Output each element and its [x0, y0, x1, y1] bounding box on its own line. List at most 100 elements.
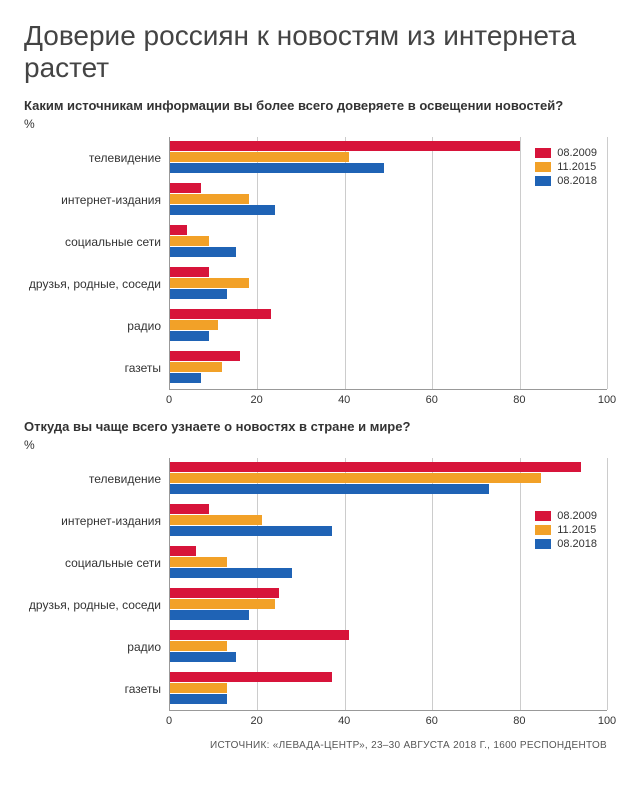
- category-label: социальные сети: [65, 556, 161, 570]
- chart2-legend: 08.2009 11.2015 08.2018: [529, 506, 603, 556]
- bar-s2009: [170, 309, 271, 319]
- bar-s2018: [170, 373, 201, 383]
- bar-group: [170, 668, 607, 710]
- bar-s2015: [170, 473, 541, 483]
- bar-group: [170, 305, 607, 347]
- x-tick: 40: [338, 715, 350, 727]
- category-label: телевидение: [89, 472, 161, 486]
- bar-group: [170, 263, 607, 305]
- bar-s2018: [170, 484, 489, 494]
- x-tick: 100: [598, 715, 616, 727]
- x-tick: 80: [513, 394, 525, 406]
- legend-swatch: [535, 148, 551, 158]
- bar-s2018: [170, 694, 227, 704]
- gridline: [607, 458, 608, 710]
- category-label: радио: [127, 319, 161, 333]
- bar-group: [170, 458, 607, 500]
- chart1-legend: 08.2009 11.2015 08.2018: [529, 143, 603, 193]
- chart2-bars-col: 02040608010008.200911.201508.2018: [169, 458, 607, 730]
- x-tick: 0: [166, 394, 172, 406]
- legend-label: 08.2018: [557, 538, 597, 550]
- chart2-plot: [169, 458, 607, 710]
- legend-item: 08.2009: [535, 510, 597, 522]
- legend-label: 11.2015: [557, 524, 596, 536]
- chart2-labels-col: телевидение интернет-издания социальные се…: [24, 458, 169, 730]
- bar-s2009: [170, 462, 581, 472]
- category-label-group: друзья, родные, соседи: [24, 263, 169, 305]
- chart1-block: Каким источникам информации вы более все…: [24, 98, 607, 409]
- bar-s2009: [170, 351, 240, 361]
- category-label: друзья, родные, соседи: [29, 598, 161, 612]
- category-label: газеты: [125, 682, 161, 696]
- chart1-question: Каким источникам информации вы более все…: [24, 98, 607, 113]
- page-title: Доверие россиян к новостям из интернета …: [24, 20, 607, 84]
- legend-label: 11.2015: [557, 161, 596, 173]
- legend-swatch: [535, 525, 551, 535]
- category-label-group: газеты: [24, 347, 169, 389]
- bar-s2018: [170, 247, 236, 257]
- bar-group: [170, 584, 607, 626]
- chart2-x-axis: 020406080100: [169, 710, 607, 730]
- chart1-x-axis: 020406080100: [169, 389, 607, 409]
- bar-s2009: [170, 267, 209, 277]
- category-label-group: друзья, родные, соседи: [24, 584, 169, 626]
- bar-s2018: [170, 205, 275, 215]
- bar-group: [170, 347, 607, 389]
- category-label: радио: [127, 640, 161, 654]
- category-label: телевидение: [89, 151, 161, 165]
- chart1-labels-col: телевидение интернет-издания социальные се…: [24, 137, 169, 409]
- chart2-area: телевидение интернет-издания социальные се…: [24, 458, 607, 730]
- bar-s2018: [170, 331, 209, 341]
- x-tick: 80: [513, 715, 525, 727]
- source-line: ИСТОЧНИК: «ЛЕВАДА-ЦЕНТР», 23–30 АВГУСТА …: [24, 740, 607, 751]
- legend-item: 08.2018: [535, 538, 597, 550]
- category-label-group: телевидение: [24, 137, 169, 179]
- bar-s2018: [170, 163, 384, 173]
- category-label-group: радио: [24, 305, 169, 347]
- bar-s2009: [170, 504, 209, 514]
- bar-s2009: [170, 588, 279, 598]
- legend-swatch: [535, 511, 551, 521]
- category-label: интернет-издания: [61, 514, 161, 528]
- bar-s2018: [170, 289, 227, 299]
- x-tick: 0: [166, 715, 172, 727]
- legend-swatch: [535, 176, 551, 186]
- bar-s2009: [170, 183, 201, 193]
- bar-s2009: [170, 672, 332, 682]
- bar-s2015: [170, 152, 349, 162]
- x-tick: 40: [338, 394, 350, 406]
- legend-item: 08.2018: [535, 175, 597, 187]
- bar-s2015: [170, 599, 275, 609]
- category-label-group: телевидение: [24, 458, 169, 500]
- legend-swatch: [535, 162, 551, 172]
- x-tick: 100: [598, 394, 616, 406]
- chart2-block: Откуда вы чаще всего узнаете о новостях …: [24, 419, 607, 730]
- bar-s2015: [170, 515, 262, 525]
- chart1-unit: %: [24, 117, 607, 131]
- bar-s2009: [170, 225, 187, 235]
- category-label-group: интернет-издания: [24, 500, 169, 542]
- bar-s2015: [170, 641, 227, 651]
- x-tick: 20: [250, 715, 262, 727]
- bar-group: [170, 221, 607, 263]
- legend-item: 11.2015: [535, 161, 597, 173]
- bar-s2015: [170, 683, 227, 693]
- bar-s2009: [170, 141, 520, 151]
- bar-s2015: [170, 362, 222, 372]
- chart2-unit: %: [24, 438, 607, 452]
- bar-s2015: [170, 194, 249, 204]
- category-label: друзья, родные, соседи: [29, 277, 161, 291]
- legend-swatch: [535, 539, 551, 549]
- bar-s2018: [170, 652, 236, 662]
- x-tick: 20: [250, 394, 262, 406]
- legend-label: 08.2009: [557, 147, 597, 159]
- legend-label: 08.2018: [557, 175, 597, 187]
- category-label: интернет-издания: [61, 193, 161, 207]
- bar-s2018: [170, 526, 332, 536]
- category-label-group: социальные сети: [24, 221, 169, 263]
- chart1-bars-col: 02040608010008.200911.201508.2018: [169, 137, 607, 409]
- category-label: газеты: [125, 361, 161, 375]
- legend-item: 11.2015: [535, 524, 597, 536]
- category-label-group: интернет-издания: [24, 179, 169, 221]
- bar-s2018: [170, 568, 292, 578]
